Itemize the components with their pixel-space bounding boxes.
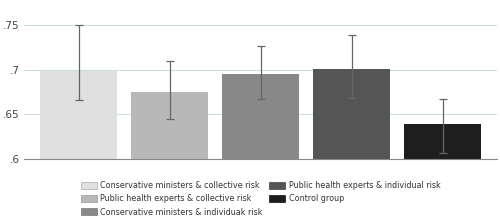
Bar <box>404 124 481 159</box>
Legend: Conservative ministers & collective risk, Public health experts & collective ris: Conservative ministers & collective risk… <box>81 181 440 217</box>
Bar <box>131 92 208 159</box>
Bar <box>313 69 390 159</box>
Bar <box>40 71 117 159</box>
Bar <box>222 74 300 159</box>
